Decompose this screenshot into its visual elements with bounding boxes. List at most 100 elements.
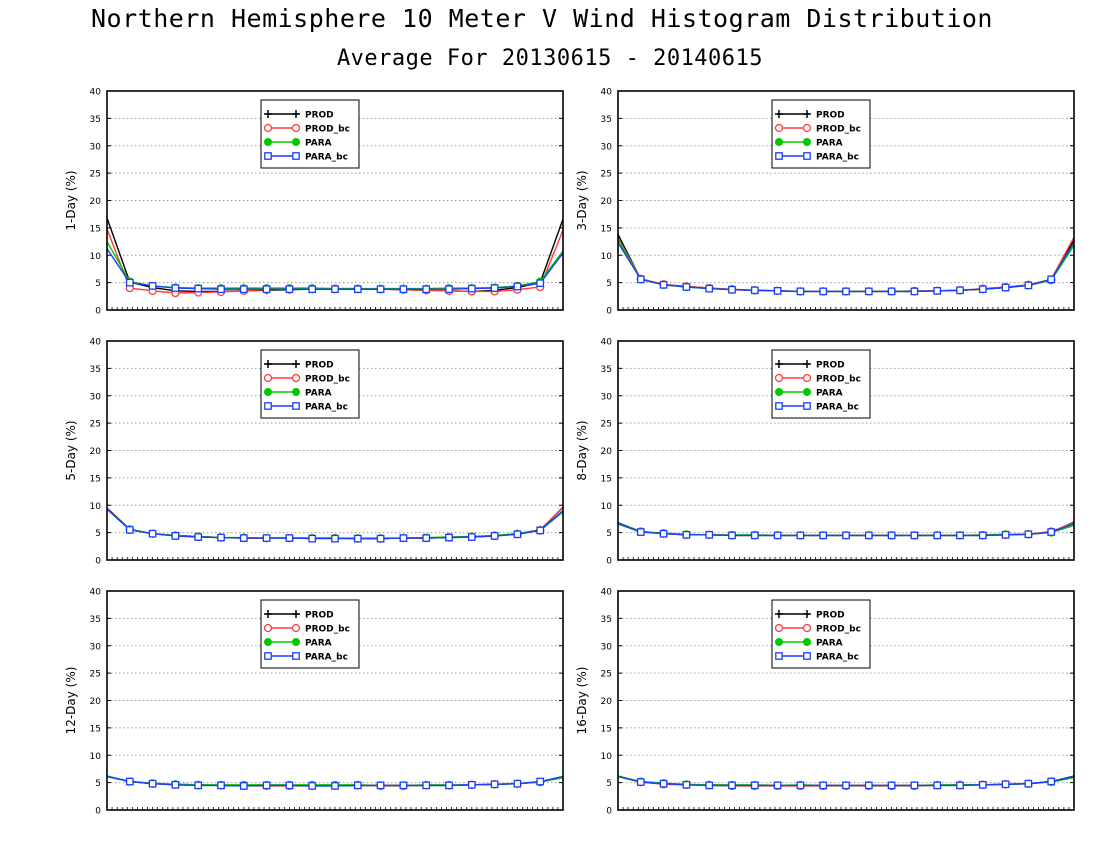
legend-label: PROD: [305, 611, 334, 621]
legend-marker: [775, 638, 783, 646]
y-tick-label: 30: [90, 392, 102, 402]
series-PARA_bc-point: [148, 282, 157, 290]
y-axis-label: 1-Day (%): [64, 170, 78, 230]
series-PARA_bc-point: [750, 286, 759, 295]
y-tick-label: 40: [601, 88, 613, 98]
legend-marker: [291, 623, 301, 633]
legend-marker: [803, 138, 811, 146]
y-tick-label: 0: [95, 557, 101, 567]
legend-label: PROD: [816, 361, 845, 371]
series-PARA_bc-point: [376, 781, 385, 790]
series-PARA_bc-point: [445, 533, 453, 542]
series-PARA_bc-point: [331, 534, 339, 543]
series-PARA_bc-point: [262, 285, 271, 294]
series-PARA_bc-point: [933, 781, 942, 790]
series-PARA_bc-point: [682, 530, 691, 539]
series-PARA_bc-point: [887, 781, 896, 790]
legend-marker: [802, 623, 812, 633]
legend-label: PARA_bc: [816, 153, 859, 163]
series-PARA_bc-point: [490, 532, 499, 540]
series-PARA_bc-point: [171, 284, 180, 292]
legend-marker: [263, 123, 273, 133]
legend-marker: [803, 652, 811, 660]
legend-label: PROD: [305, 361, 334, 371]
legend-label: PROD: [816, 611, 845, 621]
legend: PROD PROD_bc PARA PARA_bc: [260, 599, 360, 669]
series-PARA_bc-point: [422, 781, 431, 790]
y-tick-label: 5: [606, 779, 612, 789]
y-tick-label: 30: [601, 392, 613, 402]
legend-label: PROD: [816, 111, 845, 121]
legend-marker: [775, 402, 783, 410]
series-PARA_bc-point: [728, 531, 736, 540]
y-tick-label: 25: [601, 670, 612, 680]
y-tick-label: 35: [90, 615, 101, 625]
series-PARA_bc-point: [796, 531, 805, 540]
legend-marker: [292, 638, 300, 646]
y-tick-label: 40: [90, 588, 102, 598]
series-PARA_bc-point: [864, 531, 873, 540]
legend-marker: [802, 123, 812, 133]
legend-marker: [291, 373, 301, 383]
legend-label: PARA_bc: [305, 153, 348, 163]
series-PARA_bc-point: [513, 282, 522, 291]
legend-label: PROD: [305, 111, 334, 121]
legend-label: PARA_bc: [816, 653, 859, 663]
y-tick-label: 5: [95, 529, 101, 539]
legend: PROD PROD_bc PARA PARA_bc: [771, 599, 871, 669]
series-PARA_bc-point: [239, 534, 248, 542]
series-PROD-line: [106, 217, 564, 293]
y-tick-label: 20: [601, 697, 613, 707]
y-tick-label: 10: [601, 252, 613, 262]
legend-marker: [264, 152, 272, 160]
series-PARA_bc-point: [659, 529, 668, 538]
y-tick-label: 25: [90, 670, 101, 680]
series-PARA_bc-point: [285, 285, 294, 294]
legend-marker: [264, 638, 272, 646]
panel-5: 0 5 10 15 20 25 30 35 40 12-Day (%) PROD PROD_bc PAR…: [64, 588, 564, 817]
series-PARA_bc-point: [1024, 281, 1033, 290]
y-tick-label: 20: [601, 197, 613, 207]
chart-title: Northern Hemisphere 10 Meter V Wind Hist…: [91, 4, 993, 33]
series-PARA_bc-point: [910, 287, 919, 296]
legend: PROD PROD_bc PARA PARA_bc: [260, 99, 360, 169]
series-PARA_bc-point: [262, 781, 271, 790]
legend-marker: [775, 152, 783, 160]
series-PARA_bc-point: [125, 777, 134, 786]
series-PARA_bc-point: [445, 781, 453, 790]
y-tick-label: 25: [601, 420, 612, 430]
y-axis-label: 16-Day (%): [575, 667, 589, 735]
series-PARA_bc-point: [636, 778, 645, 786]
series-PARA_bc-point: [353, 285, 362, 294]
y-tick-label: 40: [90, 88, 102, 98]
legend-marker: [263, 623, 273, 633]
legend-marker: [774, 373, 784, 383]
y-tick-label: 10: [601, 752, 613, 762]
series-PARA_bc-point: [1047, 777, 1056, 786]
series-PARA_bc-point: [490, 284, 499, 292]
series-PARA_bc-point: [887, 531, 896, 540]
legend-marker: [292, 138, 300, 146]
legend-marker: [264, 652, 272, 660]
y-tick-label: 40: [601, 338, 613, 348]
series-PARA_bc-point: [513, 779, 522, 788]
y-tick-label: 25: [90, 170, 101, 180]
legend-label: PROD_bc: [816, 125, 861, 135]
series-PARA_bc-point: [125, 278, 134, 287]
y-tick-label: 15: [601, 224, 612, 234]
series-PARA_bc-point: [978, 780, 987, 789]
y-tick-label: 10: [90, 502, 102, 512]
series-PARA_bc-point: [1047, 275, 1056, 284]
y-tick-label: 40: [601, 588, 613, 598]
legend-label: PROD_bc: [816, 625, 861, 635]
legend-label: PARA_bc: [305, 403, 348, 413]
legend-marker: [264, 138, 272, 146]
y-tick-label: 5: [606, 529, 612, 539]
series-PARA_bc-point: [773, 781, 782, 790]
panel-4: 0 5 10 15 20 25 30 35 40 8-Day (%) PROD PROD_bc PARA…: [575, 338, 1075, 567]
y-tick-label: 30: [601, 142, 613, 152]
series-PARA_bc-point: [217, 781, 225, 790]
series-PARA_bc-point: [705, 781, 714, 790]
y-tick-label: 35: [601, 115, 612, 125]
series-PARA_bc-point: [285, 781, 294, 790]
